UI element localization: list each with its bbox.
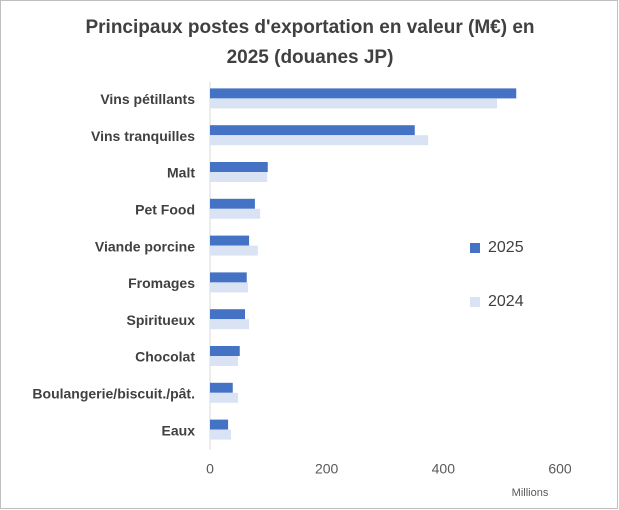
bar [210, 208, 261, 219]
bar [210, 282, 248, 293]
legend-swatch [470, 297, 480, 307]
y-tick-label: Chocolat [135, 349, 195, 365]
bar [210, 319, 250, 330]
bar [210, 172, 268, 182]
x-tick-label: 200 [315, 461, 339, 477]
legend-swatch [470, 243, 480, 253]
x-tick-label: 400 [432, 461, 456, 477]
bar [210, 88, 517, 99]
bar [210, 125, 415, 136]
y-tick-label: Boulangerie/biscuit./pât. [32, 386, 195, 402]
y-tick-label: Viande porcine [95, 238, 195, 254]
y-tick-label: Vins tranquilles [91, 128, 195, 144]
y-tick-label: Pet Food [135, 202, 195, 218]
bar [210, 419, 229, 430]
bar [210, 392, 238, 403]
axis-unit-label: Millions [512, 487, 549, 499]
legend-label: 2025 [488, 239, 524, 256]
bar [210, 272, 247, 283]
chart-title: 2025 (douanes JP) [227, 47, 394, 68]
y-tick-label: Eaux [162, 422, 196, 438]
bar [210, 309, 245, 320]
y-tick-label: Fromages [128, 275, 195, 291]
chart-title: Principaux postes d'exportation en valeu… [85, 17, 534, 38]
y-tick-label: Vins pétillants [100, 91, 195, 107]
y-tick-label: Malt [167, 165, 195, 181]
x-tick-label: 0 [206, 461, 214, 477]
y-tick-label: Spiritueux [127, 312, 196, 328]
bar [210, 235, 250, 246]
x-tick-label: 600 [548, 461, 572, 477]
bar [210, 198, 255, 209]
bar [210, 245, 258, 256]
bar [210, 356, 238, 366]
bar [210, 98, 497, 109]
bar [210, 429, 231, 440]
bar [210, 382, 233, 393]
bar [210, 135, 429, 146]
bar [210, 346, 240, 356]
bar [210, 162, 268, 172]
legend-label: 2024 [488, 293, 524, 310]
